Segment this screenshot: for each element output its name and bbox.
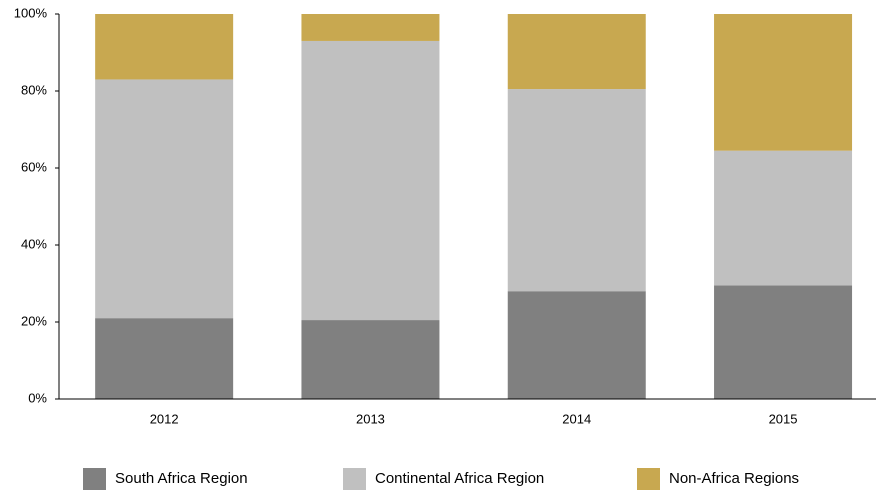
- bar-segment: [301, 320, 440, 399]
- bar-segment: [507, 89, 646, 292]
- bar-segment: [301, 14, 440, 41]
- legend: Non-Africa Regions: [669, 470, 799, 487]
- y-tick-label: 60%: [21, 159, 47, 174]
- bar-segment: [507, 14, 646, 90]
- legend: South Africa Region: [115, 470, 248, 487]
- bar-segment: [95, 79, 234, 319]
- x-tick-label: 2013: [356, 411, 385, 426]
- bar-segment: [714, 150, 853, 286]
- bar-segment: [95, 14, 234, 80]
- bar-segment: [714, 285, 853, 399]
- bar-segment: [301, 40, 440, 321]
- bar-segment: [507, 291, 646, 399]
- y-tick-label: 80%: [21, 82, 47, 97]
- legend-swatch: [637, 468, 660, 490]
- y-tick-label: 100%: [14, 5, 48, 20]
- legend-swatch: [83, 468, 106, 490]
- y-tick-label: 20%: [21, 313, 47, 328]
- bar-segment: [95, 318, 234, 399]
- x-tick-label: 2012: [150, 411, 179, 426]
- legend: Continental Africa Region: [375, 470, 544, 487]
- bar-segment: [714, 14, 853, 151]
- x-tick-label: 2015: [769, 411, 798, 426]
- y-tick-label: 0%: [28, 390, 47, 405]
- x-tick-label: 2014: [562, 411, 591, 426]
- y-tick-label: 40%: [21, 236, 47, 251]
- legend-swatch: [343, 468, 366, 490]
